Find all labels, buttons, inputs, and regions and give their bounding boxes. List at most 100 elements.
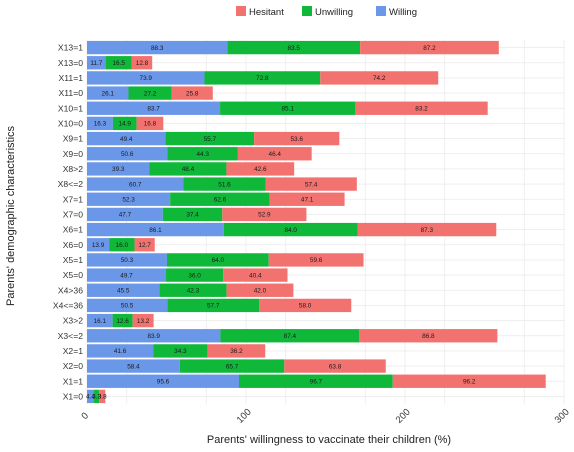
data-label-hesitant: 25.8: [186, 90, 199, 97]
data-label-hesitant: 83.2: [415, 106, 428, 113]
data-label-willing: 16.3: [94, 121, 107, 128]
bar-hesitant: [134, 238, 155, 252]
data-label-unwilling: 42.3: [187, 288, 200, 295]
y-tick-label: X5=0: [63, 270, 84, 280]
x-tick-label: 200: [394, 407, 413, 426]
bar-hesitant: [226, 283, 294, 297]
data-label-hesitant: 52.9: [258, 212, 271, 219]
bar-willing: [87, 268, 167, 282]
legend-label-unwilling: Unwilling: [315, 7, 353, 18]
bar-willing: [87, 177, 184, 191]
data-label-hesitant: 47.1: [301, 197, 314, 204]
bar-unwilling: [165, 131, 255, 146]
data-label-unwilling: 36.0: [188, 272, 201, 279]
data-label-willing: 58.4: [127, 363, 140, 370]
y-tick-label: X9=0: [63, 149, 84, 159]
bar-unwilling: [105, 56, 132, 70]
bar-hesitant: [265, 177, 357, 191]
bar-hesitant: [132, 313, 154, 328]
data-label-unwilling: 85.1: [282, 106, 295, 113]
bar-willing: [87, 298, 168, 313]
data-label-unwilling: 65.7: [226, 363, 239, 370]
bar-willing: [87, 40, 228, 55]
bar-unwilling: [167, 298, 260, 313]
data-label-hesitant: 87.2: [423, 45, 436, 52]
data-label-unwilling: 3.3: [92, 394, 101, 401]
bar-unwilling: [153, 344, 208, 358]
data-label-willing: 73.9: [140, 75, 153, 82]
bar-hesitant: [222, 207, 307, 222]
bar-willing: [87, 389, 94, 404]
data-label-unwilling: 27.2: [144, 90, 157, 97]
x-tick-label: 300: [553, 407, 572, 426]
y-tick-label: X6=1: [63, 225, 84, 235]
legend-swatch-willing: [376, 6, 386, 16]
bar-willing: [87, 344, 154, 358]
y-tick-label: X6=0: [63, 240, 84, 250]
bar-hesitant: [226, 162, 295, 176]
data-label-unwilling: 44.3: [196, 151, 209, 158]
bar-unwilling: [166, 268, 224, 282]
data-label-willing: 49.7: [120, 272, 133, 279]
y-tick-label: X10=1: [58, 103, 83, 113]
bar-hesitant: [99, 389, 106, 404]
data-label-hesitant: 96.2: [463, 379, 476, 386]
bar-unwilling: [112, 313, 133, 328]
legend-swatch-hesitant: [236, 6, 246, 16]
data-label-willing: 60.7: [129, 181, 142, 188]
bar-willing: [87, 71, 205, 85]
bar-unwilling: [109, 238, 135, 252]
data-label-hesitant: 40.4: [249, 272, 262, 279]
y-tick-label: X8>2: [63, 164, 84, 174]
data-label-willing: 49.4: [120, 136, 133, 143]
bar-unwilling: [128, 86, 172, 100]
bar-unwilling: [183, 177, 266, 191]
data-label-unwilling: 51.6: [218, 181, 231, 188]
bar-hesitant: [284, 359, 386, 373]
bar-unwilling: [220, 329, 360, 343]
bar-unwilling: [223, 222, 358, 237]
bar-unwilling: [204, 71, 321, 85]
data-label-willing: 88.3: [151, 45, 164, 52]
data-label-hesitant: 63.8: [329, 363, 342, 370]
data-label-hesitant: 12.7: [138, 242, 151, 249]
bar-unwilling: [166, 253, 269, 267]
data-label-willing: 83.7: [147, 106, 160, 113]
bar-hesitant: [223, 268, 288, 282]
data-label-hesitant: 16.8: [144, 121, 157, 128]
data-labels: 88.3 83.5 87.2 11.7 16.5 12.8 73.9 72.8 74.2 26.1…: [86, 45, 476, 401]
bar-unwilling: [159, 283, 227, 297]
bar-unwilling: [149, 162, 227, 176]
x-tick-label: 100: [235, 407, 254, 426]
legend-swatch-unwilling: [302, 6, 312, 16]
bar-unwilling: [162, 207, 223, 222]
data-label-hesitant: 42.0: [254, 288, 267, 295]
y-tick-label: X11=1: [59, 73, 84, 83]
y-tick-label: X3>2: [63, 316, 84, 326]
y-tick-label: X1=0: [63, 391, 84, 401]
bar-hesitant: [136, 116, 164, 131]
data-label-unwilling: 14.9: [119, 121, 132, 128]
data-label-unwilling: 62.6: [214, 197, 227, 204]
bar-unwilling: [227, 40, 361, 55]
data-label-willing: 45.5: [117, 288, 130, 295]
y-tick-label: X5=1: [63, 255, 84, 265]
bar-willing: [87, 162, 150, 176]
y-tick-label: X1=1: [63, 376, 84, 386]
data-label-unwilling: 96.7: [310, 379, 323, 386]
data-label-unwilling: 37.4: [186, 212, 199, 219]
data-label-unwilling: 83.5: [288, 45, 301, 52]
bar-willing: [87, 207, 163, 222]
bar-hesitant: [268, 253, 364, 267]
bar-willing: [87, 238, 110, 252]
legend: Hesitant Unwilling Willing: [236, 6, 417, 18]
bar-hesitant: [360, 40, 499, 55]
legend-label-willing: Willing: [389, 7, 417, 18]
bar-willing: [87, 253, 167, 267]
bar-unwilling: [93, 389, 100, 404]
data-label-willing: 26.1: [102, 90, 115, 97]
data-label-willing: 95.6: [157, 379, 170, 386]
data-label-willing: 52.3: [122, 197, 135, 204]
bar-hesitant: [359, 329, 498, 343]
bar-hesitant: [237, 147, 312, 161]
